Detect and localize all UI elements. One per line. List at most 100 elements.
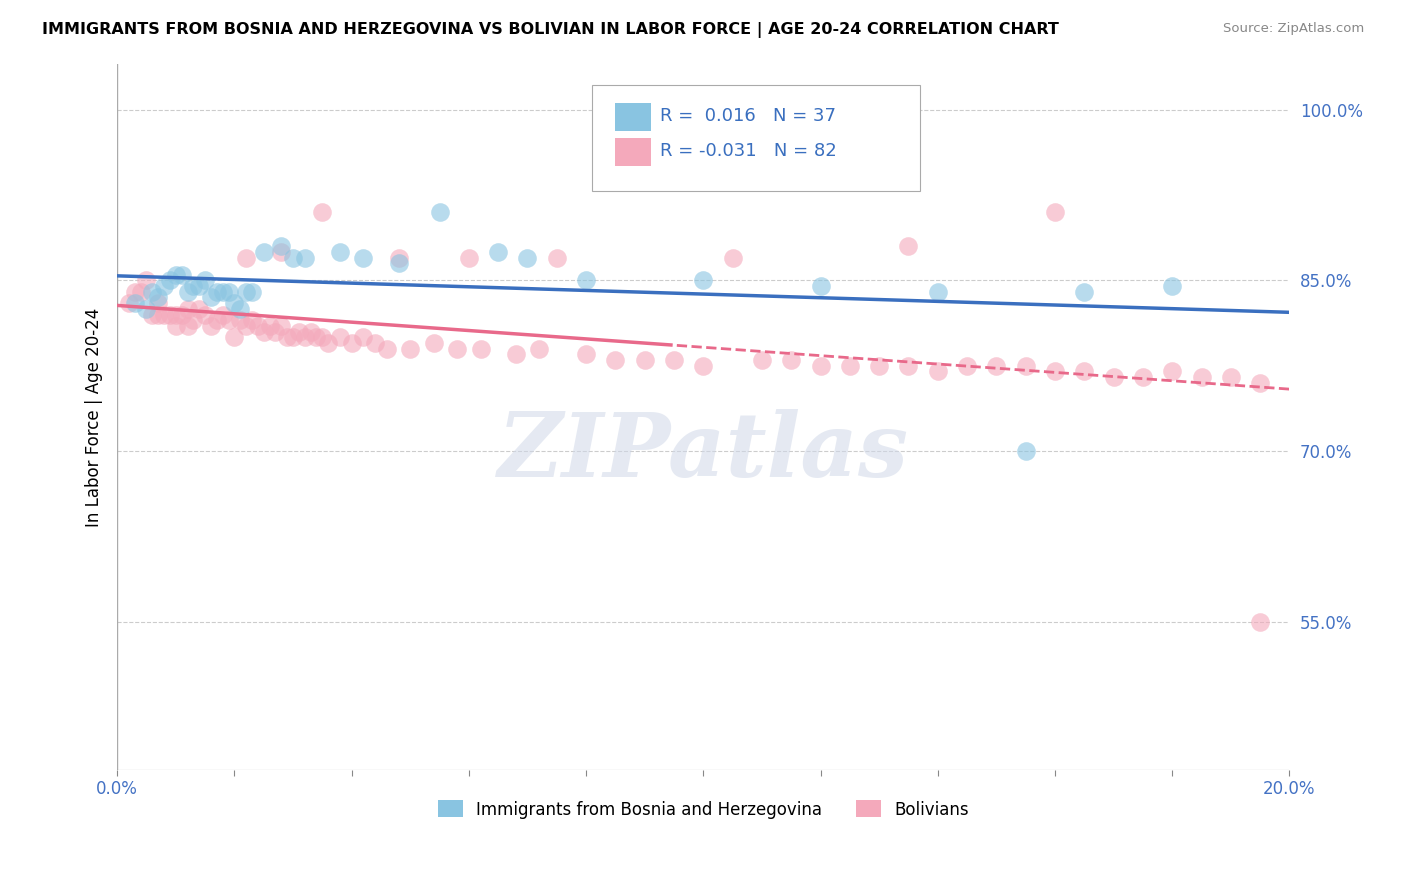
Point [229, 313, 252, 327]
Point [148, 296, 170, 310]
Point [129, 285, 152, 299]
Point [1132, 370, 1154, 384]
Text: Source: ZipAtlas.com: Source: ZipAtlas.com [1223, 22, 1364, 36]
Point [329, 244, 352, 259]
Point [124, 285, 146, 299]
Point [205, 313, 228, 327]
Point [470, 342, 492, 356]
FancyBboxPatch shape [592, 86, 920, 191]
Point [546, 251, 568, 265]
Point [281, 330, 304, 344]
Point [1161, 364, 1184, 378]
Point [810, 359, 832, 373]
Point [218, 313, 240, 327]
Point [387, 251, 409, 265]
Point [780, 353, 803, 368]
Point [148, 290, 170, 304]
Point [575, 273, 598, 287]
Y-axis label: In Labor Force | Age 20-24: In Labor Force | Age 20-24 [86, 308, 103, 526]
Point [311, 330, 333, 344]
Point [211, 308, 233, 322]
Point [605, 353, 627, 368]
Point [986, 359, 1008, 373]
Point [281, 251, 304, 265]
Bar [616, 103, 651, 131]
Point [692, 273, 714, 287]
Point [170, 308, 193, 322]
Text: R = -0.031   N = 82: R = -0.031 N = 82 [659, 142, 837, 160]
Point [118, 296, 141, 310]
Point [159, 308, 181, 322]
Point [529, 342, 551, 356]
Point [429, 205, 451, 219]
Point [159, 273, 181, 287]
Point [224, 296, 246, 310]
Point [375, 342, 398, 356]
Point [505, 347, 527, 361]
Point [927, 285, 949, 299]
Point [352, 330, 374, 344]
Point [170, 268, 193, 282]
Point [897, 239, 920, 253]
Point [253, 244, 276, 259]
Point [183, 313, 205, 327]
Point [270, 239, 292, 253]
Point [176, 318, 198, 333]
Point [927, 364, 949, 378]
Point [1043, 364, 1066, 378]
Point [200, 290, 222, 304]
Text: ZIPatlas: ZIPatlas [498, 409, 908, 496]
Point [516, 251, 538, 265]
Point [270, 244, 292, 259]
Point [305, 330, 328, 344]
Point [253, 325, 276, 339]
Point [897, 359, 920, 373]
Point [224, 330, 246, 344]
Point [1102, 370, 1125, 384]
Point [188, 301, 211, 316]
Point [235, 285, 257, 299]
Point [1219, 370, 1241, 384]
Point [229, 301, 252, 316]
Point [1249, 376, 1271, 390]
Point [218, 285, 240, 299]
Point [1191, 370, 1213, 384]
Bar [616, 138, 651, 167]
Point [235, 318, 257, 333]
Point [316, 336, 339, 351]
Text: IMMIGRANTS FROM BOSNIA AND HERZEGOVINA VS BOLIVIAN IN LABOR FORCE | AGE 20-24 CO: IMMIGRANTS FROM BOSNIA AND HERZEGOVINA V… [42, 22, 1059, 38]
Point [634, 353, 657, 368]
Point [1073, 364, 1095, 378]
Point [1073, 285, 1095, 299]
Point [486, 244, 509, 259]
Point [124, 296, 146, 310]
Point [183, 279, 205, 293]
Point [188, 279, 211, 293]
Point [240, 313, 263, 327]
Point [200, 318, 222, 333]
Point [264, 325, 287, 339]
Point [135, 301, 157, 316]
Point [165, 308, 187, 322]
Point [288, 325, 311, 339]
Point [153, 279, 176, 293]
Point [270, 318, 292, 333]
Point [956, 359, 979, 373]
Point [662, 353, 685, 368]
Point [176, 301, 198, 316]
Point [135, 273, 157, 287]
Point [457, 251, 479, 265]
Point [399, 342, 422, 356]
Point [246, 318, 269, 333]
Point [194, 273, 217, 287]
Point [240, 285, 263, 299]
Point [194, 308, 217, 322]
Point [340, 336, 363, 351]
Point [352, 251, 374, 265]
Legend: Immigrants from Bosnia and Herzegovina, Bolivians: Immigrants from Bosnia and Herzegovina, … [432, 794, 976, 825]
Point [205, 285, 228, 299]
Point [148, 308, 170, 322]
Point [176, 285, 198, 299]
Point [165, 268, 187, 282]
Point [1249, 615, 1271, 629]
